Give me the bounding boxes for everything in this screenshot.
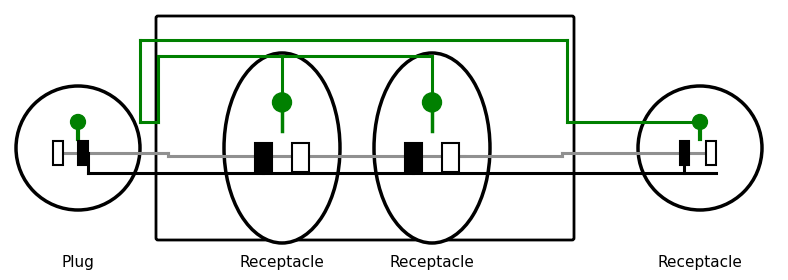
Bar (255, 143, 272, 172)
Text: Receptacle: Receptacle (389, 255, 474, 270)
Bar (78, 141, 88, 165)
Bar (706, 141, 716, 165)
Circle shape (693, 115, 708, 129)
Circle shape (422, 93, 441, 112)
Bar (54, 141, 63, 165)
Circle shape (16, 86, 140, 210)
Ellipse shape (374, 53, 490, 243)
Circle shape (71, 115, 85, 129)
Bar (405, 143, 422, 172)
Circle shape (638, 86, 762, 210)
FancyBboxPatch shape (156, 16, 574, 240)
Bar (679, 141, 690, 165)
Ellipse shape (224, 53, 340, 243)
Bar (292, 143, 309, 172)
Text: Plug: Plug (61, 255, 95, 270)
Bar (442, 143, 459, 172)
Text: Receptacle: Receptacle (240, 255, 325, 270)
Text: Receptacle: Receptacle (657, 255, 742, 270)
Circle shape (273, 93, 292, 112)
